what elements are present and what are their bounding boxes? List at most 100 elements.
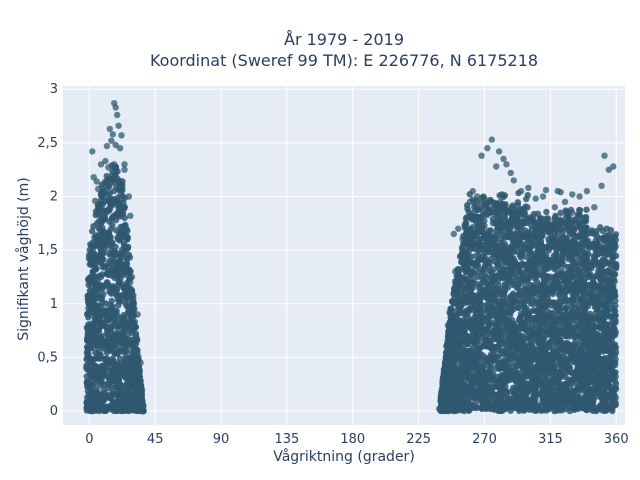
data-point	[105, 229, 113, 236]
data-point	[96, 251, 104, 258]
data-point	[121, 262, 129, 269]
data-point	[115, 236, 122, 243]
data-point	[460, 319, 467, 327]
data-point	[572, 313, 580, 320]
data-point	[542, 303, 549, 310]
data-point	[104, 331, 111, 338]
data-point	[106, 207, 113, 214]
data-point	[557, 209, 564, 216]
data-point	[108, 392, 115, 400]
data-point	[490, 333, 497, 340]
data-point	[569, 344, 576, 351]
data-point	[612, 263, 620, 270]
data-point	[552, 338, 560, 345]
data-point	[530, 210, 538, 218]
data-point	[121, 398, 128, 405]
data-point	[557, 345, 564, 353]
data-point	[85, 276, 92, 283]
data-point	[83, 399, 90, 406]
data-point	[119, 329, 127, 337]
data-point	[118, 364, 125, 371]
data-point	[594, 305, 601, 313]
data-point	[536, 332, 544, 339]
data-point	[112, 383, 119, 390]
data-point	[110, 357, 117, 364]
data-point	[499, 350, 506, 357]
data-point	[127, 303, 135, 310]
data-point	[519, 387, 526, 394]
data-point	[603, 225, 610, 232]
data-point	[610, 276, 618, 283]
data-point	[456, 303, 464, 311]
data-point	[97, 220, 105, 227]
data-point	[592, 284, 599, 291]
data-point	[121, 204, 128, 211]
data-point	[93, 307, 101, 315]
data-point	[105, 403, 112, 410]
data-point	[541, 315, 549, 322]
data-point	[583, 206, 590, 213]
data-point	[548, 273, 555, 280]
data-point	[552, 273, 560, 280]
data-point	[97, 351, 104, 358]
data-point	[517, 280, 525, 287]
data-point	[89, 257, 96, 264]
data-point	[501, 298, 508, 305]
data-point	[113, 265, 120, 272]
data-point	[496, 326, 503, 333]
data-point	[547, 338, 554, 346]
data-point	[87, 294, 95, 302]
data-point	[542, 254, 549, 262]
data-point	[603, 251, 610, 258]
data-point	[92, 211, 100, 219]
data-point	[599, 348, 606, 355]
data-point	[128, 288, 136, 295]
data-point	[611, 341, 619, 348]
data-point	[91, 379, 98, 386]
data-point	[118, 251, 125, 259]
data-point	[85, 382, 92, 389]
data-point	[114, 324, 121, 331]
data-point	[607, 265, 614, 272]
data-point	[96, 258, 103, 265]
data-point	[505, 207, 512, 214]
data-point	[119, 231, 126, 239]
data-point	[85, 314, 92, 321]
data-point	[473, 316, 480, 324]
data-point	[563, 304, 570, 311]
data-point	[505, 274, 513, 282]
data-point	[94, 291, 102, 298]
data-point	[587, 314, 594, 322]
data-point	[89, 289, 97, 297]
data-point	[501, 241, 509, 248]
data-point	[544, 215, 552, 222]
data-point	[120, 347, 128, 354]
data-point	[97, 319, 104, 327]
data-point	[521, 210, 529, 217]
data-point	[472, 215, 480, 222]
data-point	[101, 262, 108, 270]
data-point	[117, 208, 124, 216]
data-point	[132, 368, 139, 375]
data-point	[111, 349, 118, 357]
data-point	[524, 387, 531, 394]
data-point	[106, 301, 114, 309]
data-point	[132, 337, 139, 345]
data-point	[487, 364, 494, 372]
data-point	[102, 339, 109, 346]
data-point	[501, 339, 508, 346]
data-point	[123, 338, 130, 345]
data-point	[569, 317, 576, 325]
data-point	[514, 299, 521, 306]
data-point	[112, 340, 119, 347]
data-point	[604, 322, 611, 329]
data-point	[115, 302, 122, 309]
data-point	[560, 341, 568, 348]
data-point	[543, 208, 550, 216]
data-point	[470, 386, 477, 393]
data-point	[89, 244, 97, 252]
data-point	[112, 243, 119, 251]
data-point	[512, 270, 519, 278]
data-point	[113, 367, 120, 374]
